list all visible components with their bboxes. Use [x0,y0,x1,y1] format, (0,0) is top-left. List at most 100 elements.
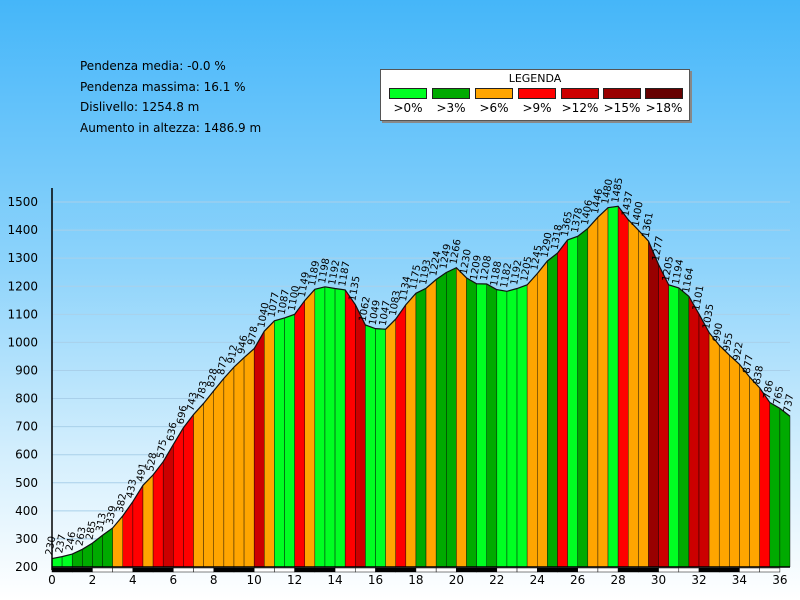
distance-bar-segment [193,567,215,573]
elevation-label: 765 [772,385,786,406]
distance-bar-segment [577,567,599,573]
elevation-label: 1077 [267,291,282,318]
profile-segment [668,284,679,568]
x-tick-label: 16 [368,573,383,587]
elevation-label: 1208 [479,255,494,282]
profile-segment [223,366,235,568]
profile-segment [435,272,447,568]
legend-label: >3% [436,101,466,115]
profile-segment [274,317,285,568]
profile-segment [152,461,164,568]
elevation-label: 237 [54,533,68,554]
distance-bar-segment [557,567,578,573]
profile-segment [779,407,791,568]
elevation-label: 786 [762,379,776,400]
elevation-label: 246 [64,531,78,552]
x-tick-label: 32 [691,573,706,587]
x-tick-label: 18 [408,573,423,587]
y-tick-label: 1200 [7,279,38,293]
distance-bar-segment [173,567,194,573]
legend-item: >15% [603,88,643,115]
profile-segment [466,277,477,568]
elevation-label: 528 [145,452,159,473]
elevation-label: 1277 [651,235,666,262]
elevation-label: 1480 [600,178,615,205]
profile-segment [557,239,568,568]
distance-bar-segment [516,567,538,573]
x-tick-label: 20 [449,573,464,587]
legend-title: LEGENDA [508,72,562,85]
profile-outline [51,205,791,560]
profile-segment [193,402,204,568]
elevation-label: 1135 [347,275,362,302]
profile-segment [405,292,417,568]
x-tick-label: 26 [570,573,585,587]
profile-segment [385,318,396,568]
legend-label: >9% [522,101,552,115]
y-tick-label: 900 [15,363,38,377]
distance-bar-segment [597,567,619,573]
y-tick-label: 1500 [7,195,38,209]
x-tick-label: 2 [89,573,97,587]
profile-segment [375,328,386,568]
profile-segment [708,332,720,568]
legend-item: >0% [389,88,429,115]
profile-segment [698,313,710,568]
distance-bar-segment [476,567,498,573]
distance-bar-segment [375,567,396,573]
elevation-label: 1192 [327,259,342,286]
stats-panel: Pendenza media: -0.0 % Pendenza massima:… [80,56,261,138]
elevation-label: 1087 [277,289,292,316]
profile-segment [324,286,336,568]
distance-bar-segment [617,567,639,573]
profile-segment [729,354,740,568]
elevation-label: 339 [105,505,119,526]
elevation-label: 978 [246,325,260,346]
profile-segment [253,330,265,568]
y-tick-label: 300 [15,532,38,546]
profile-segment [243,348,255,568]
x-tick-label: 34 [732,573,747,587]
elevation-label: 313 [95,512,109,533]
profile-segment [344,289,356,568]
elevation-label: 1100 [287,285,302,312]
profile-segment [516,284,528,568]
legend-item: >3% [432,88,472,115]
elevation-label: 1249 [438,243,453,270]
elevation-label: 1187 [337,260,352,287]
max-slope-text: Pendenza massima: 16.1 % [80,79,246,94]
distance-bar-segment [415,567,437,573]
distance-bar-segment [496,567,518,573]
elevation-label: 1134 [398,275,413,302]
elevation-label: 1446 [590,188,605,215]
elevation-label: 285 [85,520,99,541]
y-tick-label: 800 [15,392,38,406]
legend-item: >12% [561,88,601,115]
average-slope-text: Pendenza media: -0.0 % [80,59,226,73]
elevation-label: 1205 [661,255,676,282]
elevation-label: 1266 [449,238,464,265]
legend-label: >6% [479,101,509,115]
profile-segment [597,207,609,568]
legend-swatch [603,88,641,99]
y-tick-label: 1000 [7,335,38,349]
elevation-label: 1365 [560,210,575,237]
y-tick-label: 200 [15,560,38,574]
profile-segment [749,376,760,568]
elevation-label: 1224 [428,250,443,277]
elevation-label: 1035 [701,303,716,330]
elevation-label: 1193 [418,259,433,286]
profile-segment [425,279,437,568]
elevation-label: 1194 [671,258,686,285]
profile-segment [537,260,548,568]
elevation-label: 1361 [641,212,656,239]
elevation-label: 1182 [499,262,514,289]
elevation-gain-text: Aumento in altezza: 1486.9 m [80,120,262,135]
elevation-label: 1230 [459,248,474,275]
elevation-label: 1192 [509,259,524,286]
profile-segment [395,304,407,568]
profile-segment [173,427,184,568]
elevation-label: 1245 [529,244,544,271]
distance-bar-segment [658,567,680,573]
